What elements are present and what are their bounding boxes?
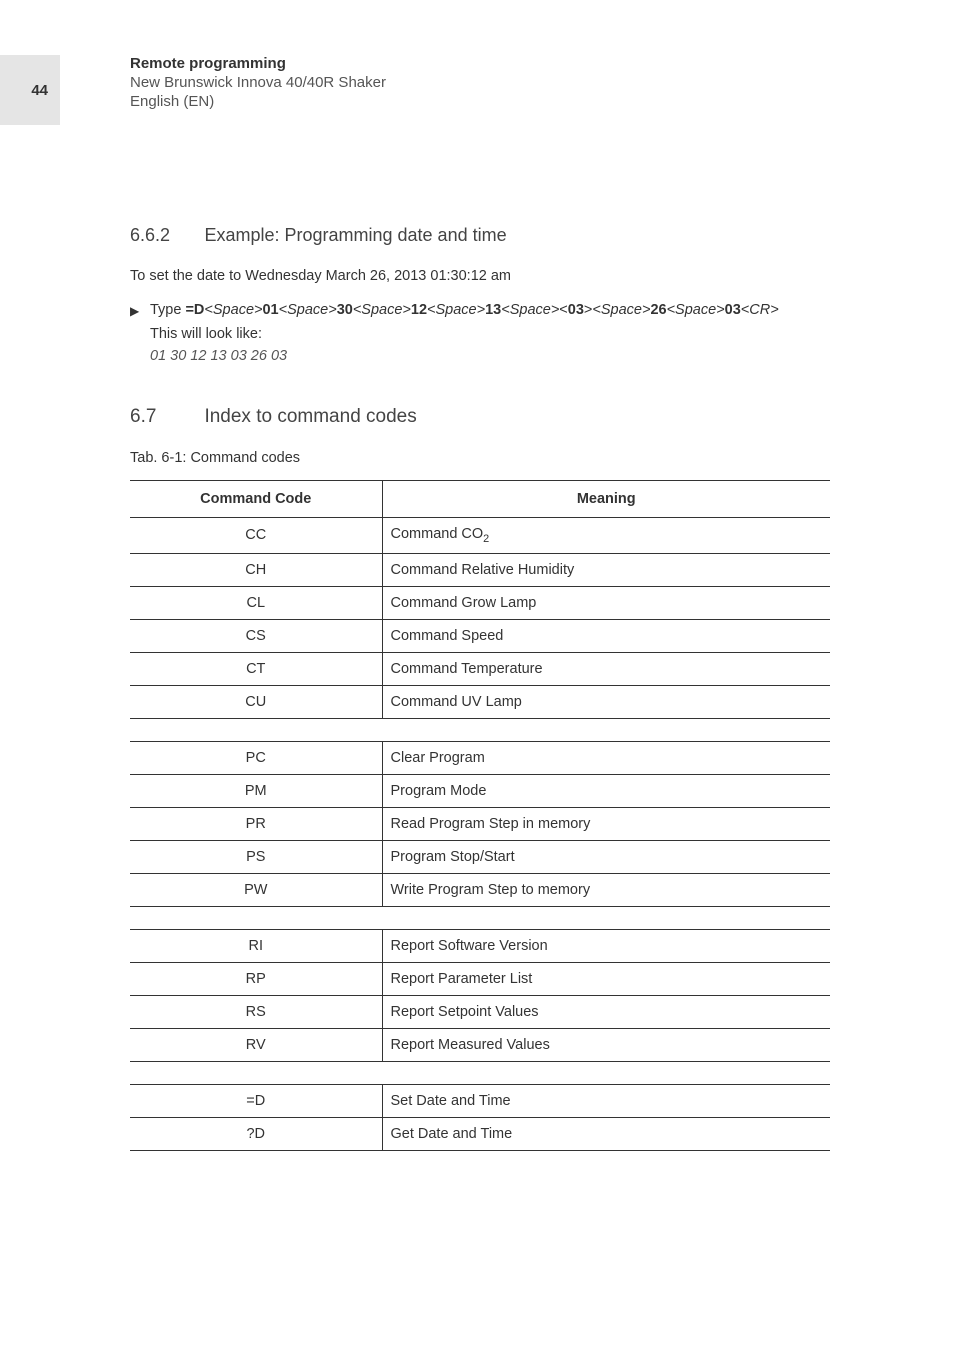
page-header: Remote programming New Brunswick Innova … xyxy=(130,55,386,110)
code-cell: RV xyxy=(130,1028,382,1061)
table-row: PCClear Program xyxy=(130,741,830,774)
code-cell: RS xyxy=(130,995,382,1028)
code-cell: ?D xyxy=(130,1117,382,1150)
meaning-cell: Report Software Version xyxy=(382,929,830,962)
code-cell: CT xyxy=(130,652,382,685)
section-number: 6.7 xyxy=(130,406,200,428)
type-prefix: Type xyxy=(150,302,185,318)
cmd-part: 30 xyxy=(337,302,353,318)
code-cell: PC xyxy=(130,741,382,774)
table-row: PSProgram Stop/Start xyxy=(130,840,830,873)
meaning-cell: Write Program Step to memory xyxy=(382,873,830,906)
section-heading-662: 6.6.2 Example: Programming date and time xyxy=(130,225,830,246)
column-header-code: Command Code xyxy=(130,481,382,518)
meaning-cell: Command CO2 xyxy=(382,518,830,554)
command-tables: Command CodeMeaningCCCommand CO2CHComman… xyxy=(130,480,830,1151)
table-caption: Tab. 6-1: Command codes xyxy=(130,450,830,466)
command-line: Type =D<Space>01<Space>30<Space>12<Space… xyxy=(150,302,830,318)
header-title: Remote programming xyxy=(130,55,386,72)
intro-paragraph: To set the date to Wednesday March 26, 2… xyxy=(130,268,830,284)
cmd-part: <Space> xyxy=(279,302,337,318)
command-code-table: =DSet Date and Time?DGet Date and Time xyxy=(130,1084,830,1151)
code-cell: RP xyxy=(130,962,382,995)
meaning-cell: Command UV Lamp xyxy=(382,685,830,718)
cmd-part: <Space> xyxy=(427,302,485,318)
cmd-part: 03 xyxy=(568,302,584,318)
header-subtitle-1: New Brunswick Innova 40/40R Shaker xyxy=(130,74,386,91)
table-row: PWWrite Program Step to memory xyxy=(130,873,830,906)
cmd-part: <CR> xyxy=(741,302,779,318)
cmd-part: 13 xyxy=(485,302,501,318)
code-cell: CS xyxy=(130,619,382,652)
meaning-cell: Report Parameter List xyxy=(382,962,830,995)
meaning-cell: Report Measured Values xyxy=(382,1028,830,1061)
page-number-tab: 44 xyxy=(0,55,60,125)
table-row: CTCommand Temperature xyxy=(130,652,830,685)
bullet-marker-icon: ▶ xyxy=(130,302,150,318)
table-row: RVReport Measured Values xyxy=(130,1028,830,1061)
code-cell: PM xyxy=(130,774,382,807)
command-code-table: RIReport Software VersionRPReport Parame… xyxy=(130,929,830,1062)
section-number: 6.6.2 xyxy=(130,225,200,246)
table-row: RIReport Software Version xyxy=(130,929,830,962)
table-row: CLCommand Grow Lamp xyxy=(130,586,830,619)
table-row: CHCommand Relative Humidity xyxy=(130,553,830,586)
section-title: Index to command codes xyxy=(204,406,416,427)
code-cell: PW xyxy=(130,873,382,906)
meaning-cell: Report Setpoint Values xyxy=(382,995,830,1028)
meaning-cell: Set Date and Time xyxy=(382,1084,830,1117)
table-row: CSCommand Speed xyxy=(130,619,830,652)
table-row: CUCommand UV Lamp xyxy=(130,685,830,718)
command-bullet: ▶ Type =D<Space>01<Space>30<Space>12<Spa… xyxy=(130,302,830,318)
cmd-part: 03 xyxy=(725,302,741,318)
section-heading-67: 6.7 Index to command codes xyxy=(130,406,830,428)
meaning-cell: Command Relative Humidity xyxy=(382,553,830,586)
meaning-cell: Clear Program xyxy=(382,741,830,774)
cmd-part: <Space> xyxy=(353,302,411,318)
meaning-cell: Command Temperature xyxy=(382,652,830,685)
code-cell: PR xyxy=(130,807,382,840)
command-sequence: =D<Space>01<Space>30<Space>12<Space>13<S… xyxy=(185,302,778,318)
code-cell: CH xyxy=(130,553,382,586)
cmd-part: <Space> xyxy=(204,302,262,318)
cmd-part: <Space> xyxy=(592,302,650,318)
meaning-cell: Get Date and Time xyxy=(382,1117,830,1150)
code-cell: =D xyxy=(130,1084,382,1117)
meaning-cell: Command Speed xyxy=(382,619,830,652)
meaning-cell: Command Grow Lamp xyxy=(382,586,830,619)
cmd-part: 26 xyxy=(650,302,666,318)
table-row: PRRead Program Step in memory xyxy=(130,807,830,840)
column-header-meaning: Meaning xyxy=(382,481,830,518)
table-row: RPReport Parameter List xyxy=(130,962,830,995)
command-code-table: PCClear ProgramPMProgram ModePRRead Prog… xyxy=(130,741,830,907)
table-row: RSReport Setpoint Values xyxy=(130,995,830,1028)
meaning-cell: Program Stop/Start xyxy=(382,840,830,873)
result-label: This will look like: xyxy=(150,326,830,342)
cmd-part: < xyxy=(559,302,567,318)
command-code-table: Command CodeMeaningCCCommand CO2CHComman… xyxy=(130,480,830,719)
meaning-cell: Read Program Step in memory xyxy=(382,807,830,840)
code-cell: CL xyxy=(130,586,382,619)
cmd-part: 12 xyxy=(411,302,427,318)
meaning-cell: Program Mode xyxy=(382,774,830,807)
code-cell: PS xyxy=(130,840,382,873)
page-content: 6.6.2 Example: Programming date and time… xyxy=(130,225,830,1173)
cmd-part: <Space> xyxy=(501,302,559,318)
cmd-part: 01 xyxy=(262,302,278,318)
code-cell: CU xyxy=(130,685,382,718)
header-subtitle-2: English (EN) xyxy=(130,93,386,110)
code-cell: RI xyxy=(130,929,382,962)
table-row: ?DGet Date and Time xyxy=(130,1117,830,1150)
table-row: CCCommand CO2 xyxy=(130,518,830,554)
result-value: 01 30 12 13 03 26 03 xyxy=(150,348,830,364)
table-row: =DSet Date and Time xyxy=(130,1084,830,1117)
cmd-part: =D xyxy=(185,302,204,318)
table-row: PMProgram Mode xyxy=(130,774,830,807)
cmd-part: <Space> xyxy=(667,302,725,318)
section-title: Example: Programming date and time xyxy=(204,225,506,245)
code-cell: CC xyxy=(130,518,382,554)
page-number: 44 xyxy=(31,82,48,99)
